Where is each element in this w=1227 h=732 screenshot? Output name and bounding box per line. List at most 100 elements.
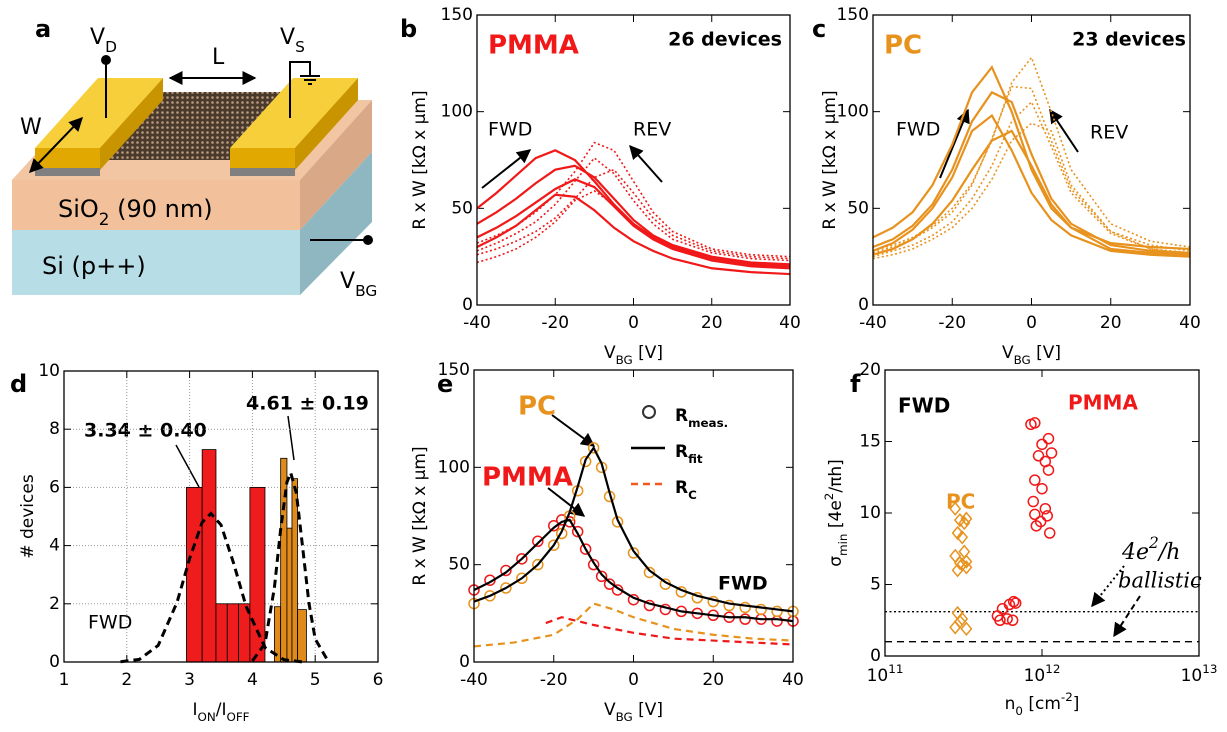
arrow <box>481 149 532 189</box>
panel-label: b <box>400 15 417 43</box>
silicon-side <box>300 152 372 295</box>
y-tick-label: 10 <box>859 503 881 523</box>
x-tick-label: 1 <box>59 670 70 690</box>
y-tick-label: 0 <box>459 652 470 672</box>
series-line <box>872 100 1191 258</box>
annotation: PMMA <box>482 463 573 493</box>
point <box>484 590 496 602</box>
text-part: R <box>675 406 688 426</box>
point <box>603 578 616 590</box>
x-tick-label: 0 <box>1026 313 1037 333</box>
text-part: /πh] <box>826 459 846 492</box>
point <box>1036 438 1048 451</box>
series-line <box>473 602 794 648</box>
series-line <box>545 616 794 646</box>
point <box>739 613 751 625</box>
point <box>1045 447 1058 459</box>
series-line <box>473 518 794 623</box>
x-axis-label: VBG [V] <box>604 700 663 724</box>
point <box>960 511 973 526</box>
annotation: 3.34 ± 0.40 <box>84 420 207 442</box>
text-part: SiO <box>58 195 99 223</box>
text-part: C <box>688 488 697 502</box>
series-line <box>473 445 794 613</box>
fit-curve <box>120 511 303 664</box>
tick-exponent: 12 <box>1045 662 1060 676</box>
x-tick-label: -20 <box>938 313 966 333</box>
x-axis-label: VBG [V] <box>604 343 663 367</box>
text-part: ON <box>197 710 215 724</box>
x-tick-label: 0 <box>628 313 639 333</box>
x-tick-label: 20 <box>1100 313 1122 333</box>
annotation: FWD <box>898 394 950 418</box>
y-tick-label: 100 <box>837 102 869 122</box>
point <box>1036 482 1048 495</box>
point <box>960 621 973 637</box>
series-line <box>476 141 791 258</box>
oxide-label: SiO2 (90 nm) <box>58 195 213 229</box>
y-tick-label: 10 <box>38 361 60 381</box>
x-tick-label: -40 <box>460 670 488 690</box>
y-tick-label: 50 <box>847 198 869 218</box>
point <box>1027 495 1040 508</box>
text-part: 2 <box>1148 534 1159 552</box>
y-axis-label: R x W [kΩ x μm] <box>820 90 840 229</box>
point <box>516 553 528 565</box>
width-arrow <box>29 116 83 174</box>
point <box>1029 474 1041 486</box>
text-part: V <box>1002 343 1014 363</box>
x-tick-label: 1011 <box>867 662 904 687</box>
x-tick-label: 40 <box>782 670 804 690</box>
series-line <box>476 193 791 276</box>
length-label: L <box>212 45 225 70</box>
point <box>579 455 592 468</box>
x-tick-label: 0 <box>628 670 639 690</box>
text-part: fit <box>688 452 703 466</box>
x-axis-label: VBG [V] <box>1002 343 1061 367</box>
annotation: FWD <box>488 119 532 141</box>
series-line <box>476 164 791 266</box>
pointer <box>287 415 295 461</box>
y-tick-label: 0 <box>858 295 869 315</box>
y-axis-label: # devices <box>18 474 38 558</box>
text-part: S <box>295 38 305 56</box>
point <box>723 599 735 612</box>
annotation: PC <box>518 392 556 422</box>
plot-frame <box>63 370 379 663</box>
x-axis-label: ION/IOFF <box>192 700 249 724</box>
point <box>587 442 600 454</box>
text-part: R x W [kΩ x μm] <box>410 446 430 585</box>
text-part: [V] <box>633 700 663 720</box>
y-tick-label: 150 <box>441 5 473 25</box>
series-line <box>476 149 791 268</box>
x-tick-label: -20 <box>541 313 569 333</box>
annotation: ballistic <box>1118 569 1202 593</box>
chart: -40 -20 0 20 40 0 50 100 150 VBG [V] R x W [kΩ x μ… <box>820 5 1201 367</box>
point <box>579 543 592 555</box>
point <box>532 558 544 571</box>
point <box>595 570 608 583</box>
x-tick-label: 20 <box>702 670 724 690</box>
y-tick-label: 0 <box>49 652 60 672</box>
tick-base: 10 <box>1024 666 1046 686</box>
series-line <box>872 85 1191 254</box>
legend-label: Rmeas. <box>675 406 728 430</box>
arrow <box>1113 595 1141 638</box>
text-part: BG <box>355 282 377 300</box>
y-tick-label: 20 <box>859 360 881 380</box>
point <box>960 554 973 569</box>
contact <box>101 55 111 65</box>
point <box>956 557 969 572</box>
x-tick-label: 2 <box>121 670 132 690</box>
point <box>500 582 512 594</box>
tick-base: 10 <box>867 666 889 686</box>
gate-label: VBG <box>340 269 377 300</box>
point <box>587 558 600 571</box>
panel-label: c <box>812 15 826 43</box>
point <box>1029 508 1041 521</box>
series-line <box>872 55 1191 252</box>
annotation: 26 devices <box>668 29 782 51</box>
series-line <box>476 168 791 260</box>
point <box>949 501 962 516</box>
panel-label: e <box>437 370 453 398</box>
